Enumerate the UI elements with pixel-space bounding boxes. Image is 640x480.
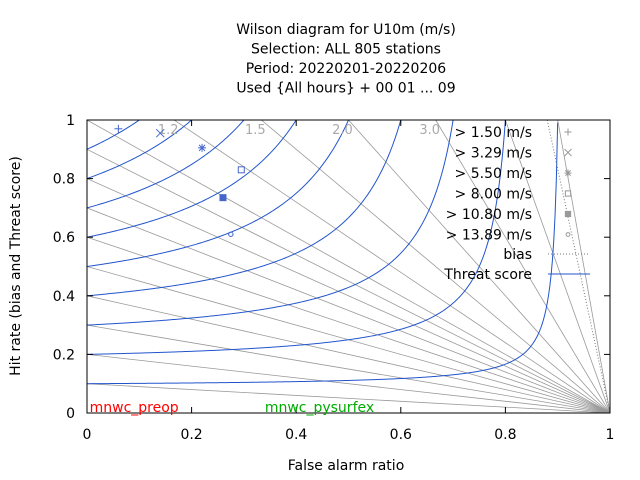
x-axis-label: False alarm ratio — [288, 458, 405, 474]
threat-score-curve — [87, 120, 297, 238]
threat-score-curve — [87, 120, 402, 297]
star-b — [198, 144, 206, 152]
bias-reference-dotted — [546, 120, 610, 413]
x-tick-label: 0.2 — [180, 427, 202, 443]
legend-label: > 13.89 m/s — [446, 228, 532, 244]
legend-label: > 10.80 m/s — [446, 207, 532, 223]
marker-open-square — [237, 166, 245, 174]
threat-score-curve — [87, 122, 559, 385]
legend-label: > 8.00 m/s — [455, 187, 532, 203]
bias-line — [557, 120, 610, 413]
marker-open-circle — [228, 231, 234, 237]
bias-line — [87, 295, 610, 413]
legend: > 1.50 m/s > 3.29 m/s > 5.50 m/s > 8.00 m/s… — [443, 125, 590, 283]
y-tick-label: 0.4 — [53, 289, 75, 305]
experiment-label: mnwc_preop — [90, 400, 179, 416]
y-tick-label: 0.6 — [53, 230, 75, 246]
open-circle — [228, 231, 234, 237]
bias-label: 1.2 — [158, 123, 179, 138]
marker-filled-square — [219, 194, 227, 202]
marker-filled-square — [564, 210, 572, 218]
filled-square — [219, 194, 227, 202]
bias-line — [87, 383, 610, 413]
y-tick-label: 0 — [66, 406, 75, 422]
title-line: Wilson diagram for U10m (m/s) — [236, 22, 456, 38]
y-tick-label: 0.8 — [53, 172, 75, 188]
open-square — [564, 190, 572, 197]
threat-score-curve — [87, 120, 506, 355]
bias-label: 2.0 — [332, 123, 353, 138]
experiment-label: mnwc_pysurfex — [265, 400, 374, 416]
title-line: Period: 20220201-20220206 — [246, 61, 446, 77]
y-tick-label: 1 — [66, 113, 75, 129]
legend-line-label: bias — [503, 247, 532, 263]
marker-plus — [564, 128, 572, 136]
legend-line-label: Threat score — [443, 267, 532, 283]
x-tick-label: 0.8 — [494, 427, 516, 443]
cross-b — [564, 148, 572, 157]
bias-label: 3.0 — [419, 123, 440, 138]
plot-area: 1.2 1.5 2.0 3.0 0 0.2 0.4 0.6 0.8 1 0 0.2 0.4 0.6 0.8 1… — [53, 113, 615, 443]
open-circle — [565, 232, 571, 237]
x-tick-label: 0 — [83, 427, 92, 443]
y-tick-label: 0.2 — [53, 347, 75, 363]
threat-score-curve — [87, 120, 245, 209]
threat-score-curve — [87, 120, 454, 326]
plot-frame — [86, 119, 611, 414]
bias-line — [87, 148, 610, 413]
marker-cross — [564, 148, 572, 157]
chart-title: Wilson diagram for U10m (m/s) Selection: … — [236, 22, 456, 97]
star-b — [565, 170, 571, 176]
bias-line — [173, 120, 610, 413]
marker-open-circle — [565, 232, 571, 237]
threat-score-curve — [87, 120, 350, 267]
bias-line — [87, 236, 610, 413]
bias-line — [87, 120, 610, 413]
cross-b — [155, 128, 165, 138]
filled-square — [564, 210, 572, 218]
bias-line — [87, 178, 610, 413]
title-line: Used {All hours} + 00 01 ... 09 — [236, 81, 455, 97]
curves-layer — [87, 120, 610, 413]
threat-score-curve — [87, 120, 193, 180]
bias-line — [505, 120, 610, 413]
bias-line — [87, 207, 610, 413]
marker-star — [198, 143, 207, 152]
legend-label: > 3.29 m/s — [455, 146, 532, 162]
bias-line — [87, 354, 610, 413]
open-square — [237, 166, 245, 174]
marker-star — [564, 169, 572, 177]
legend-label: > 5.50 m/s — [455, 166, 532, 182]
threat-score-curve — [87, 120, 141, 150]
marker-open-square — [564, 190, 572, 197]
marker-plus — [114, 124, 123, 133]
x-tick-label: 1 — [606, 427, 615, 443]
bias-label: 1.5 — [245, 123, 266, 138]
marker-cross — [155, 128, 165, 138]
x-tick-label: 0.6 — [390, 427, 412, 443]
x-tick-label: 0.4 — [285, 427, 307, 443]
title-line: Selection: ALL 805 stations — [251, 42, 441, 58]
legend-label: > 1.50 m/s — [455, 125, 532, 141]
bias-line — [435, 120, 610, 413]
y-axis-label: Hit rate (bias and Threat score) — [8, 156, 24, 376]
bias-line — [87, 324, 610, 413]
